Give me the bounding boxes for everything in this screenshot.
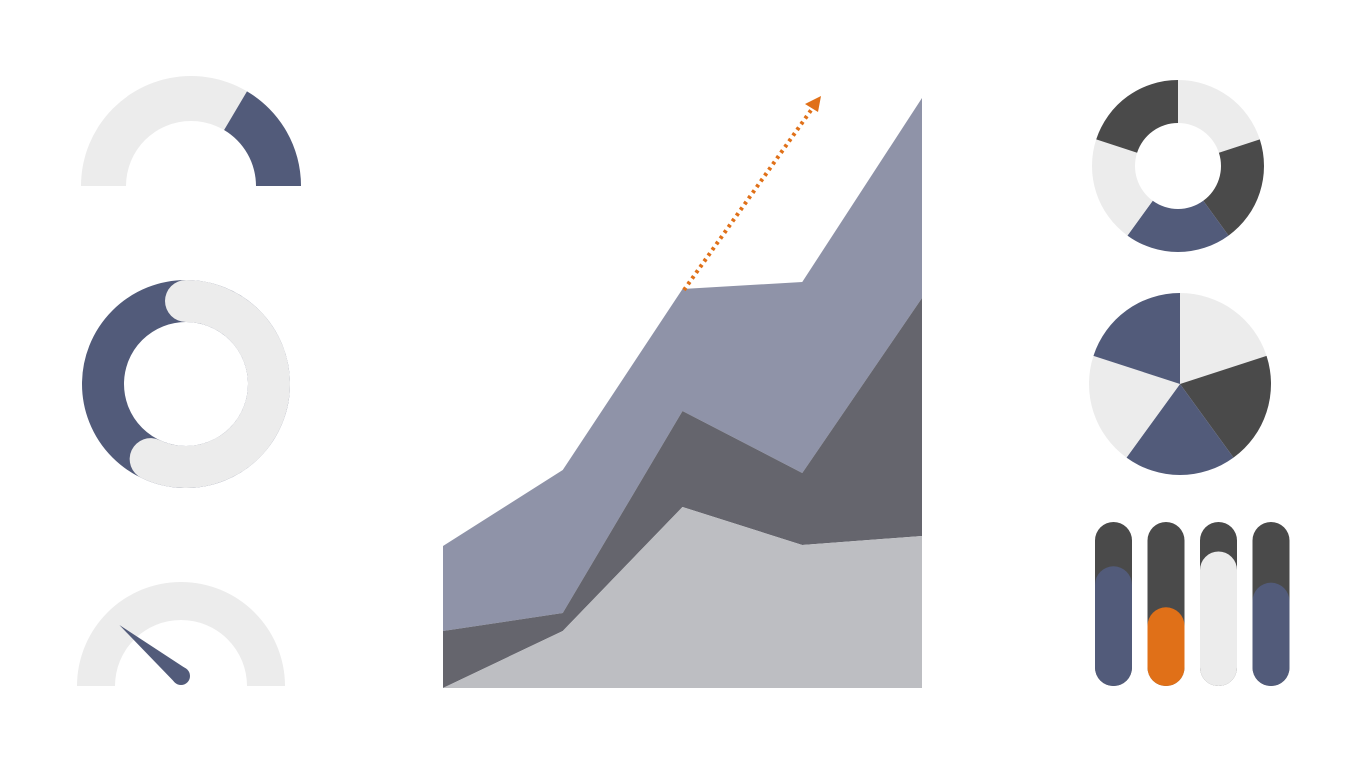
pie-slice-3 — [1126, 384, 1234, 475]
trend-arrow-line — [682, 104, 816, 292]
area-series-1 — [443, 507, 922, 688]
speedometer-track — [77, 582, 285, 686]
ring-track — [129, 280, 290, 488]
donut-slice-5 — [1096, 80, 1178, 153]
donut-slice-4 — [1091, 139, 1153, 236]
trend-arrow-icon — [682, 96, 821, 292]
area-series-2 — [443, 298, 922, 688]
trend-arrow-head — [805, 96, 821, 112]
semicircle-gauge — [81, 76, 301, 186]
pie-slice-4 — [1089, 355, 1180, 458]
pill-bar-chart — [1095, 522, 1290, 686]
speedometer-needle — [119, 625, 187, 683]
pie-chart — [1089, 293, 1271, 475]
pie-slice-1 — [1180, 293, 1267, 384]
donut-slice-1 — [1178, 80, 1260, 153]
donut-slice-3 — [1127, 200, 1229, 252]
bar-fill-1 — [1095, 566, 1132, 686]
stacked-area-chart — [443, 98, 922, 688]
area-series-3 — [443, 98, 922, 631]
speedometer-gauge — [77, 582, 285, 686]
bar-fill-2 — [1147, 607, 1185, 686]
donut-slice-2 — [1203, 139, 1264, 236]
donut-chart — [1091, 80, 1264, 252]
pie-slice-5 — [1093, 293, 1180, 384]
bar-fill-4 — [1252, 582, 1290, 686]
pie-slice-2 — [1180, 355, 1271, 458]
bar-fill-3 — [1200, 551, 1237, 686]
gauge-fill — [224, 91, 301, 186]
speedometer-hub — [172, 667, 190, 685]
progress-ring — [82, 280, 290, 488]
